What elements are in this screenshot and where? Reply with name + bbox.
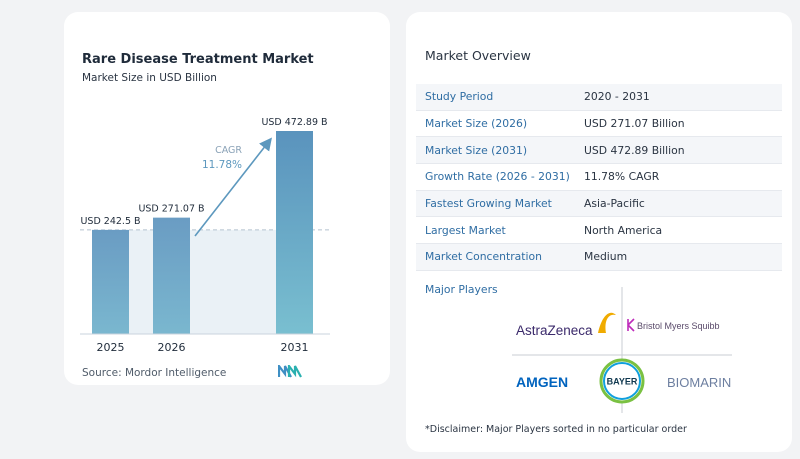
stat-label: Growth Rate (2026 - 2031) (425, 170, 570, 184)
tick-label: 2031 (281, 341, 309, 354)
table-row: Fastest Growing Market Asia-Pacific (416, 190, 782, 218)
data-label: USD 472.89 B (261, 117, 327, 128)
stat-label: Market Concentration (425, 250, 542, 264)
bar-chart: USD 242.5 B 2025 USD 271.07 B 2026 USD 472.8… (80, 117, 330, 354)
stat-value: 2020 - 2031 (584, 90, 650, 104)
stat-label: Largest Market (425, 223, 506, 237)
stat-label: Market Size (2031) (425, 143, 528, 157)
stat-value: USD 271.07 Billion (584, 117, 685, 131)
stat-label: Study Period (425, 90, 494, 104)
source-label: Source: Mordor Intelligence (82, 367, 227, 379)
overview-table: Study Period 2020 - 2031 Market Size (20… (416, 84, 782, 271)
astrazeneca-mark-icon (598, 312, 616, 333)
major-players-logos: AstraZeneca Bristol Myers Squibb AMGEN B… (512, 287, 732, 413)
cagr-arrow (194, 137, 272, 237)
mordor-logo-icon (278, 365, 302, 378)
disclaimer: *Disclaimer: Major Players sorted in no … (425, 424, 687, 435)
cagr-value: 11.78% (202, 159, 242, 171)
data-label: USD 271.07 B (138, 204, 204, 215)
chart-subtitle: Market Size in USD Billion (82, 72, 217, 84)
major-players-title: Major Players (425, 283, 498, 296)
stat-value: Medium (584, 250, 628, 264)
stat-value: USD 472.89 Billion (584, 143, 685, 157)
bms-logo: Bristol Myers Squibb (627, 318, 720, 332)
astrazeneca-logo-text: AstraZeneca (516, 323, 593, 338)
bar (92, 229, 129, 334)
table-row: Growth Rate (2026 - 2031) 11.78% CAGR (416, 164, 782, 191)
table-row: Market Size (2031) USD 472.89 Billion (416, 137, 782, 165)
tick-label: 2025 (97, 341, 125, 354)
stat-value: 11.78% CAGR (584, 170, 660, 184)
amgen-logo-text: AMGEN (516, 374, 568, 390)
bar (276, 131, 313, 334)
bms-logo-text: Bristol Myers Squibb (637, 321, 720, 331)
table-row: Study Period 2020 - 2031 (416, 84, 782, 111)
overview-title: Market Overview (425, 48, 531, 63)
chart-title: Rare Disease Treatment Market (82, 52, 314, 67)
table-row: Market Concentration Medium (416, 244, 782, 271)
data-label: USD 242.5 B (80, 216, 140, 227)
stat-label: Fastest Growing Market (425, 197, 552, 211)
stat-value: Asia-Pacific (584, 197, 645, 211)
bayer-logo-text: BAYER (607, 377, 638, 387)
bms-mark-icon (627, 318, 635, 332)
stat-label: Market Size (2026) (425, 117, 528, 131)
astrazeneca-logo: AstraZeneca (516, 312, 616, 338)
growth-band (129, 229, 276, 334)
cagr-label: CAGR (215, 145, 242, 156)
tick-label: 2026 (158, 341, 186, 354)
table-row: Market Size (2026) USD 271.07 Billion (416, 111, 782, 138)
bar (153, 217, 190, 334)
stat-value: North America (584, 223, 663, 237)
bayer-logo: BAYER (599, 358, 645, 404)
biomarin-logo-text: BIOMARIN (667, 375, 731, 390)
table-row: Largest Market North America (416, 217, 782, 245)
